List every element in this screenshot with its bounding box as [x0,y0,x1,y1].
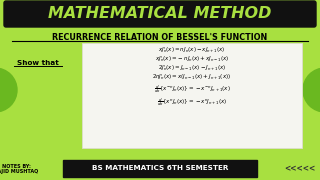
Text: $\frac{d}{dx}\{x^n J_n(x)\} = -x^n J_{n+1}(x)$: $\frac{d}{dx}\{x^n J_n(x)\} = -x^n J_{n+… [157,96,227,108]
Text: NOTES BY:: NOTES BY: [2,163,30,168]
Text: BS MATHEMATICS 6TH SEMESTER: BS MATHEMATICS 6TH SEMESTER [92,165,228,172]
Text: <<<<<: <<<<< [284,165,316,174]
Text: $\frac{d}{dx}\{x^{-n}J_n(x)\} = -x^{-n}J_{n+1}(x)$: $\frac{d}{dx}\{x^{-n}J_n(x)\} = -x^{-n}J… [154,83,230,95]
Text: SAJID MUSHTAQ: SAJID MUSHTAQ [0,168,38,174]
Text: $2nJ_n'(x) = x(J_{n-1}(x) + J_{n+1}(x))$: $2nJ_n'(x) = x(J_{n-1}(x) + J_{n+1}(x))$ [152,72,232,82]
Text: $xJ_n'(x) = nJ_n(x) - xJ_{n+1}(x)$: $xJ_n'(x) = nJ_n(x) - xJ_{n+1}(x)$ [158,45,226,55]
FancyBboxPatch shape [4,1,316,27]
Text: Show that: Show that [17,60,59,66]
Text: RECURRENCE RELATION OF BESSEL'S FUNCTION: RECURRENCE RELATION OF BESSEL'S FUNCTION [52,33,268,42]
FancyBboxPatch shape [63,160,257,177]
Text: $2J_n'(x) = J_{n-1}(x) - J_{n+1}(x)$: $2J_n'(x) = J_{n-1}(x) - J_{n+1}(x)$ [158,63,226,73]
FancyBboxPatch shape [82,43,302,148]
Circle shape [0,68,17,112]
Text: $xJ_n'(x) = -nJ_n(x) + xJ_{n-1}(x)$: $xJ_n'(x) = -nJ_n(x) + xJ_{n-1}(x)$ [155,54,229,64]
Text: MATHEMATICAL METHOD: MATHEMATICAL METHOD [48,6,272,21]
Circle shape [303,68,320,112]
